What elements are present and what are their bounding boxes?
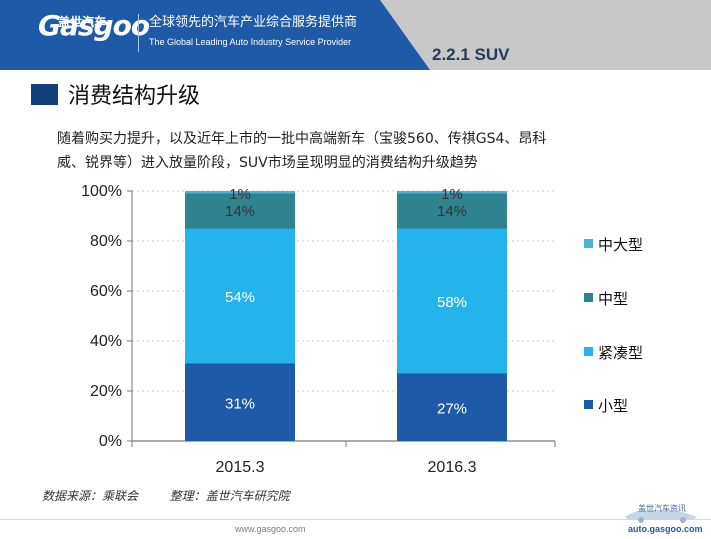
y-tick-label: 100%: [81, 183, 122, 200]
bar-segment-2015.3-中型: [185, 193, 295, 229]
watermark-car-wheel-left: [638, 517, 644, 523]
gasgoo-chinese-name: 盖世汽车: [58, 15, 107, 29]
legend-label-小型: 小型: [598, 397, 628, 415]
intro-line-1: 随着购买力提升，以及近年上市的一批中高端新车（宝骏560、传祺GS4、昂科: [57, 131, 547, 147]
y-tick-label: 20%: [90, 383, 122, 400]
data-label-中型: 14%: [437, 203, 467, 220]
legend-swatch-中型: [584, 293, 593, 302]
data-label-紧凑型: 54%: [225, 289, 255, 306]
intro-line-2: 威、锐界等）进入放量阶段，SUV市场呈现明显的消费结构升级趋势: [57, 155, 478, 171]
legend-swatch-小型: [584, 400, 593, 409]
data-label-中大型: 1%: [441, 186, 463, 203]
y-tick-label: 60%: [90, 283, 122, 300]
y-tick-label: 80%: [90, 233, 122, 250]
english-slogan: The Global Leading Auto Industry Service…: [149, 37, 352, 47]
source-note: 数据来源：乘联会 整理：盖世汽车研究院: [42, 490, 290, 502]
data-label-中型: 14%: [225, 203, 255, 220]
header-gray-shape: [380, 0, 711, 70]
source-label: 数据来源：乘联会: [42, 489, 139, 503]
data-label-紧凑型: 58%: [437, 294, 467, 311]
gasgoo-logo: Gasgoo: [38, 9, 150, 42]
footer-url[interactable]: www.gasgoo.com: [235, 524, 306, 534]
intro-paragraph: 随着购买力提升，以及近年上市的一批中高端新车（宝骏560、传祺GS4、昂科 威、…: [57, 127, 667, 175]
section-number: 2.2.1 SUV: [432, 45, 510, 64]
legend-swatch-中大型: [584, 239, 593, 248]
legend-label-紧凑型: 紧凑型: [598, 344, 643, 362]
header-divider: [138, 14, 139, 52]
watermark-chinese-text: 盖世汽车资讯: [638, 504, 686, 513]
watermark-url[interactable]: auto.gasgoo.com: [628, 524, 703, 534]
compiler-label: 整理：盖世汽车研究院: [169, 489, 290, 503]
bar-segment-2015.3-紧凑型: [185, 228, 295, 364]
bar-segment-2015.3-小型: [185, 363, 295, 441]
title-marker: [31, 84, 58, 105]
legend-label-中型: 中型: [598, 290, 628, 308]
legend-swatch-紧凑型: [584, 347, 593, 356]
data-label-小型: 27%: [437, 400, 467, 417]
bar-segment-2016.3-小型: [397, 373, 507, 441]
bar-segment-2016.3-紧凑型: [397, 228, 507, 374]
legend-label-中大型: 中大型: [598, 236, 643, 254]
watermark-car-wheel-right: [680, 517, 686, 523]
bar-segment-2016.3-中大型: [397, 191, 507, 194]
footer-line: [0, 519, 711, 539]
slide-title: 消费结构升级: [68, 84, 201, 109]
bar-segment-2015.3-中大型: [185, 191, 295, 194]
data-label-中大型: 1%: [229, 186, 251, 203]
y-tick-label: 0%: [99, 433, 122, 450]
watermark-car-icon: [625, 510, 697, 523]
header-gray-polygon: [380, 0, 711, 70]
x-category-label: 2015.3: [216, 459, 265, 476]
x-category-label: 2016.3: [428, 459, 477, 476]
bar-segment-2016.3-中型: [397, 193, 507, 229]
watermark-car-body: [625, 510, 697, 520]
data-label-小型: 31%: [225, 395, 255, 412]
y-tick-label: 40%: [90, 333, 122, 350]
chinese-slogan: 全球领先的汽车产业综合服务提供商: [149, 15, 358, 30]
